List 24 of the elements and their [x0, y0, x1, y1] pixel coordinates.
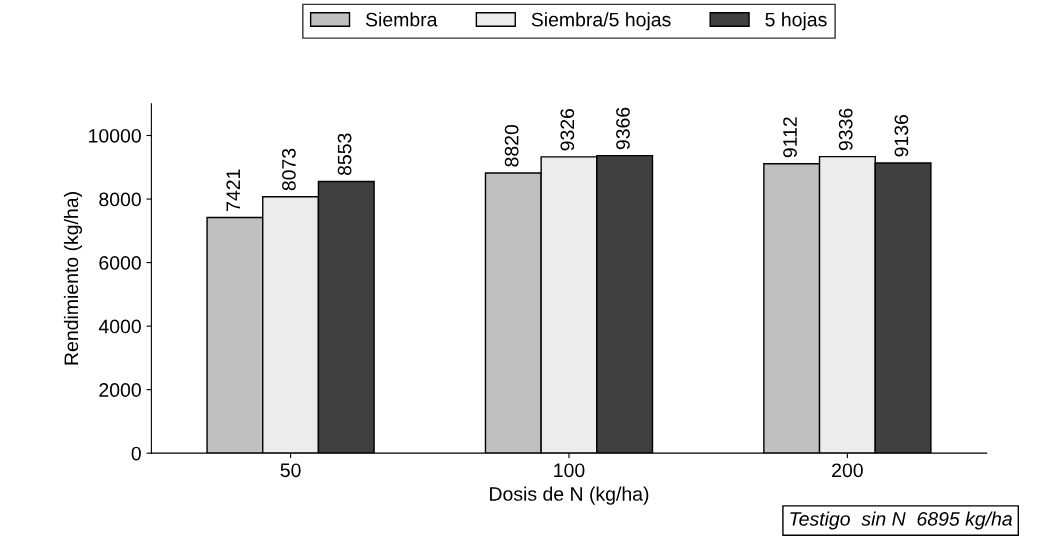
data-label: 9366: [616, 107, 630, 150]
y-tick-label: 0: [131, 446, 141, 461]
data-label: 8553: [337, 133, 352, 176]
y-axis-title: Rendimiento (kg/ha): [63, 192, 83, 365]
y-tick-label: 4000: [98, 319, 141, 334]
data-label: 9112: [783, 117, 797, 158]
legend-label: 5 hojas: [765, 12, 827, 31]
legend-label: Siembra/5 hojas: [531, 12, 671, 31]
y-tick-label: 8000: [99, 192, 141, 207]
y-tick-label: 10000: [89, 128, 141, 143]
y-tick-label: 6000: [99, 256, 141, 270]
legend-label: Siembra: [365, 12, 438, 27]
y-tick-label: 2000: [99, 383, 141, 397]
data-label: 9326: [560, 108, 575, 151]
text: Testigo sin N 6895 kg/ha: [790, 511, 1013, 530]
data-label: 7421: [226, 169, 240, 211]
data-label: 8820: [504, 124, 519, 167]
data-label: 8073: [282, 148, 296, 191]
x-tick-label: 50: [280, 463, 301, 478]
data-label: 9336: [838, 108, 853, 151]
x-tick-label: 100: [554, 463, 585, 478]
x-tick-label: 200: [832, 463, 863, 478]
data-label: 9136: [894, 115, 909, 157]
x-axis-title: Dosis de N (kg/ha): [490, 486, 649, 505]
